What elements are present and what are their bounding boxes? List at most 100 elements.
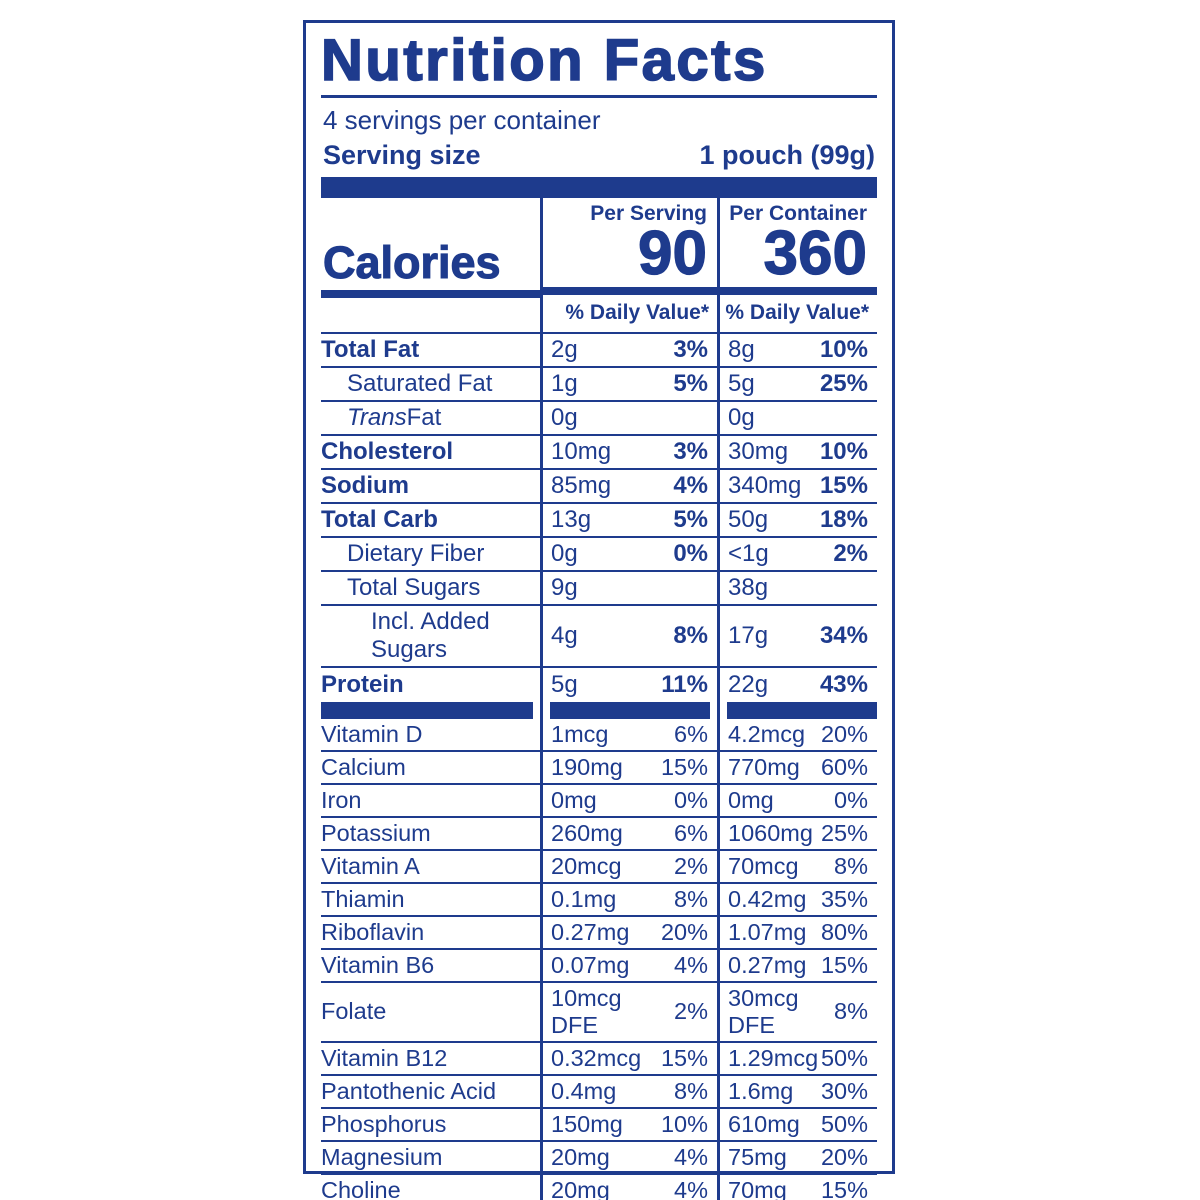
- header-bar: [321, 176, 877, 198]
- serving-dv: 2%: [674, 852, 708, 879]
- container-amount: 1.6mg: [728, 1077, 794, 1104]
- container-amount: 30mcg DFE: [728, 984, 799, 1038]
- serving-amount: 0.07mg: [551, 951, 630, 978]
- container-amount: 1.29mcg: [728, 1044, 819, 1071]
- container-amount: 4.2mcg: [728, 720, 806, 747]
- container-amount: 75mg: [728, 1143, 787, 1170]
- calories-section: Calories Per Serving 90 % Daily Value* P…: [321, 197, 877, 334]
- container-amount: 8g: [728, 335, 755, 363]
- section-separator: [321, 701, 877, 719]
- nutrient-name: Potassium: [321, 818, 540, 851]
- serving-amount: 0.27mg: [551, 918, 630, 945]
- container-dv: 10%: [819, 335, 868, 363]
- serving-dv: 20%: [660, 918, 708, 945]
- serving-size-row: Serving size 1 pouch (99g): [321, 138, 877, 177]
- container-amount: 70mg: [728, 1176, 787, 1200]
- container-dv: 43%: [819, 670, 868, 698]
- daily-value-header-serving: % Daily Value*: [565, 300, 709, 324]
- serving-dv: 2%: [674, 998, 708, 1025]
- serving-amount: 0g: [551, 539, 578, 567]
- serving-dv: 8%: [674, 1077, 708, 1104]
- container-amount: 610mg: [728, 1110, 800, 1137]
- nutrient-name: Sodium: [321, 470, 540, 504]
- serving-amount: 10mg: [551, 437, 612, 465]
- container-amount: 70mcg: [728, 852, 799, 879]
- separator-bar: [321, 701, 533, 719]
- calories-per-container-value: 360: [763, 218, 868, 288]
- container-amount: 0.27mg: [728, 951, 807, 978]
- serving-size-value: 1 pouch (99g): [699, 139, 875, 170]
- serving-dv: 15%: [660, 1044, 708, 1071]
- calories-per-serving-value: 90: [637, 218, 707, 288]
- container-dv: 15%: [820, 1176, 868, 1200]
- nutrient-name: Incl. Added Sugars: [321, 606, 540, 668]
- nutrient-name: Calcium: [321, 752, 540, 785]
- container-dv: 80%: [820, 918, 868, 945]
- serving-amount: 2g: [551, 335, 578, 363]
- nutrient-name: Dietary Fiber: [321, 538, 540, 572]
- nutrient-name: Pantothenic Acid: [321, 1076, 540, 1109]
- nutrient-name: Total Sugars: [321, 572, 540, 606]
- serving-dv: 5%: [673, 505, 708, 533]
- container-dv: 8%: [834, 852, 868, 879]
- nutrient-name: Cholesterol: [321, 436, 540, 470]
- container-dv: 35%: [820, 885, 868, 912]
- serving-amount: 13g: [551, 505, 592, 533]
- nutrient-name: Vitamin B12: [321, 1043, 540, 1076]
- serving-dv: 15%: [660, 753, 708, 780]
- nutrient-name: Trans Fat: [321, 402, 540, 436]
- nutrient-name: Choline: [321, 1176, 401, 1200]
- serving-amount: 1g: [551, 369, 578, 397]
- daily-value-header-container: % Daily Value*: [725, 300, 869, 324]
- serving-dv: 4%: [674, 951, 708, 978]
- container-amount: 38g: [728, 573, 769, 601]
- container-amount: 17g: [728, 621, 769, 649]
- container-dv: 50%: [820, 1044, 868, 1071]
- serving-amount: 0.32mcg: [551, 1044, 642, 1071]
- serving-amount: 20mcg: [551, 852, 622, 879]
- serving-amount: 260mg: [551, 819, 623, 846]
- container-amount: 30mg: [728, 437, 789, 465]
- nutrient-name: Riboflavin: [321, 917, 540, 950]
- servings-per-container: 4 servings per container: [323, 104, 601, 135]
- container-dv: 15%: [819, 471, 868, 499]
- nutrient-name: Vitamin B6: [321, 950, 540, 983]
- serving-amount: 150mg: [551, 1110, 623, 1137]
- serving-dv: 4%: [674, 1176, 708, 1200]
- serving-amount: 1mcg: [551, 720, 609, 747]
- container-amount: 0mg: [728, 786, 774, 813]
- container-dv: 20%: [820, 720, 868, 747]
- container-amount: 0g: [728, 403, 755, 431]
- container-dv: 0%: [834, 786, 868, 813]
- container-amount: <1g: [728, 539, 769, 567]
- serving-dv: 0%: [673, 539, 708, 567]
- serving-amount: 0.1mg: [551, 885, 617, 912]
- nutrient-name: Saturated Fat: [321, 368, 540, 402]
- per-container-header: Per Container: [729, 201, 867, 225]
- nutrient-name: Iron: [321, 785, 540, 818]
- macro-rows: Total Fat 2g 3% 8g 10% Saturated Fat 1g …: [321, 333, 877, 702]
- container-dv: 25%: [820, 819, 868, 846]
- serving-amount: 85mg: [551, 471, 612, 499]
- serving-size-label: Serving size: [323, 139, 481, 170]
- container-dv: 15%: [820, 951, 868, 978]
- serving-amount: 20mg: [551, 1176, 610, 1200]
- container-dv: 2%: [833, 539, 868, 567]
- container-amount: 770mg: [728, 753, 800, 780]
- serving-dv: 0%: [674, 786, 708, 813]
- container-amount: 0.42mg: [728, 885, 807, 912]
- nutrient-name: Vitamin A: [321, 851, 540, 884]
- container-amount: 50g: [728, 505, 769, 533]
- label-title: Nutrition Facts: [320, 28, 768, 93]
- serving-dv: 4%: [673, 471, 708, 499]
- separator-bar: [727, 701, 877, 719]
- serving-amount: 0g: [551, 403, 578, 431]
- container-dv: 18%: [819, 505, 868, 533]
- serving-amount: 0.4mg: [551, 1077, 617, 1104]
- serving-dv: 10%: [660, 1110, 708, 1137]
- serving-dv: 8%: [673, 621, 708, 649]
- serving-amount: 0mg: [551, 786, 597, 813]
- nutrition-label: Nutrition Facts 4 servings per container…: [303, 20, 895, 1200]
- serving-amount: 4g: [551, 621, 578, 649]
